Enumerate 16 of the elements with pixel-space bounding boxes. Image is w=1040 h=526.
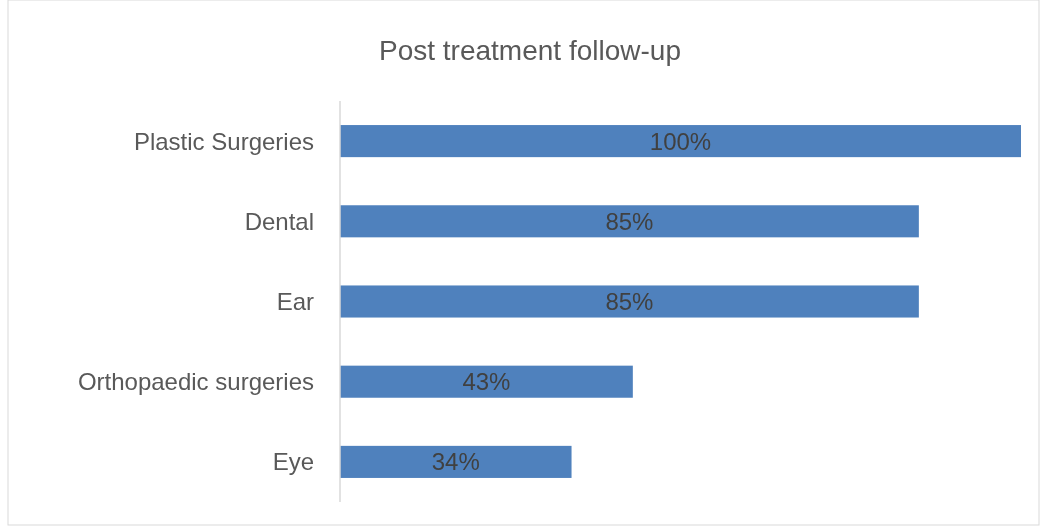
y-tick-label: Ear [276, 288, 314, 315]
chart-title: Post treatment follow-up [379, 35, 681, 66]
y-tick-label: Eye [272, 448, 314, 476]
y-tick-label: Dental [244, 207, 314, 235]
data-label: 85% [605, 288, 654, 315]
data-label: 43% [462, 368, 511, 396]
y-tick-label: Orthopaedic surgeries [77, 368, 314, 396]
data-label: 34% [431, 448, 480, 476]
bar [340, 445, 572, 478]
bar [340, 205, 919, 238]
y-tick-label: Plastic Surgeries [133, 127, 314, 155]
bar [340, 125, 1021, 158]
data-label: 100% [649, 127, 712, 155]
bar [340, 365, 633, 398]
data-label: 85% [605, 207, 654, 235]
bar [340, 285, 919, 318]
